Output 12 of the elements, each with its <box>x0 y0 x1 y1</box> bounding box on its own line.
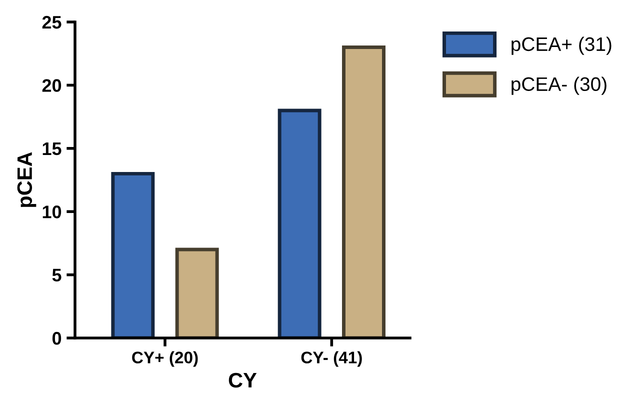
legend-label: pCEA+ (31) <box>512 36 612 55</box>
legend-label: pCEA- (30) <box>512 76 606 95</box>
y-tick-label: 15 <box>42 142 62 156</box>
x-axis-title: CY <box>228 372 257 388</box>
y-tick-label: 0 <box>52 332 62 345</box>
y-tick-label: 20 <box>42 79 62 92</box>
x-tick-label: CY+ (20) <box>132 351 198 367</box>
y-tick-label: 5 <box>52 268 62 282</box>
y-axis-title: pCEA <box>17 152 36 207</box>
y-tick-label: 10 <box>42 206 62 218</box>
x-tick-label: CY- (41) <box>301 351 362 367</box>
y-tick-label: 25 <box>42 16 62 29</box>
